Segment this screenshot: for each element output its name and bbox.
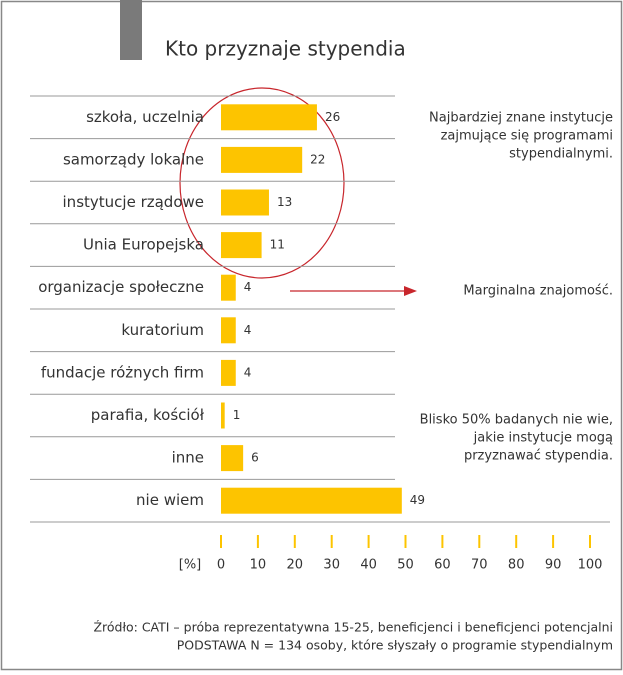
- x-tick-label: 80: [508, 558, 525, 573]
- category-label: inne: [172, 449, 204, 467]
- bar: [221, 487, 402, 514]
- bar: [221, 317, 236, 344]
- x-tick-label: 70: [471, 558, 488, 573]
- x-tick-label: 50: [397, 558, 414, 573]
- bar: [221, 359, 236, 386]
- annotation: zajmujące się programami: [441, 129, 613, 144]
- source-note: Źródło: CATI – próba reprezentatywna 15-…: [93, 620, 613, 635]
- value-label: 4: [244, 280, 252, 294]
- source-note: PODSTAWA N = 134 osoby, które słyszały o…: [177, 638, 613, 653]
- highlight-circle: [179, 87, 345, 279]
- value-label: 13: [277, 195, 292, 209]
- bar: [221, 232, 262, 259]
- annotation: jakie instytucje mogą: [473, 431, 613, 446]
- title-accent: [120, 0, 142, 60]
- value-label: 1: [233, 408, 241, 422]
- value-label: 6: [251, 451, 259, 465]
- value-label: 11: [270, 238, 285, 252]
- category-label: nie wiem: [136, 491, 204, 509]
- annotation: Marginalna znajomość.: [463, 284, 613, 299]
- annotation: przyznawać stypendia.: [464, 449, 613, 464]
- x-axis-label: [%]: [179, 558, 202, 573]
- bar: [221, 189, 269, 216]
- arrow-head: [404, 286, 417, 296]
- category-label: instytucje rządowe: [63, 193, 204, 211]
- category-label: fundacje różnych firm: [41, 363, 204, 381]
- category-label: samorządy lokalne: [63, 150, 204, 168]
- x-tick-label: 0: [217, 558, 225, 573]
- bar: [221, 274, 236, 301]
- annotation: Najbardziej znane instytucje: [429, 111, 613, 126]
- value-label: 26: [325, 110, 340, 124]
- category-label: kuratorium: [121, 321, 204, 339]
- x-tick-label: 40: [360, 558, 377, 573]
- category-label: Unia Europejska: [83, 236, 204, 254]
- bar: [221, 402, 225, 429]
- x-tick-label: 100: [578, 558, 603, 573]
- bar: [221, 445, 244, 472]
- bar: [221, 104, 317, 131]
- value-label: 4: [244, 365, 252, 379]
- category-label: parafia, kościół: [91, 406, 205, 424]
- value-label: 4: [244, 323, 252, 337]
- category-label: szkoła, uczelnia: [86, 108, 204, 126]
- x-tick-label: 30: [323, 558, 340, 573]
- x-tick-label: 10: [250, 558, 267, 573]
- category-label: organizacje społeczne: [38, 278, 204, 296]
- value-label: 22: [310, 152, 325, 166]
- annotation: Blisko 50% badanych nie wie,: [420, 413, 613, 428]
- annotation: stypendialnymi.: [509, 147, 613, 162]
- bar: [221, 146, 303, 173]
- x-tick-label: 60: [434, 558, 451, 573]
- x-tick-label: 90: [545, 558, 562, 573]
- chart-title: Kto przyznaje stypendia: [165, 37, 406, 61]
- x-tick-label: 20: [287, 558, 304, 573]
- value-label: 49: [410, 493, 425, 507]
